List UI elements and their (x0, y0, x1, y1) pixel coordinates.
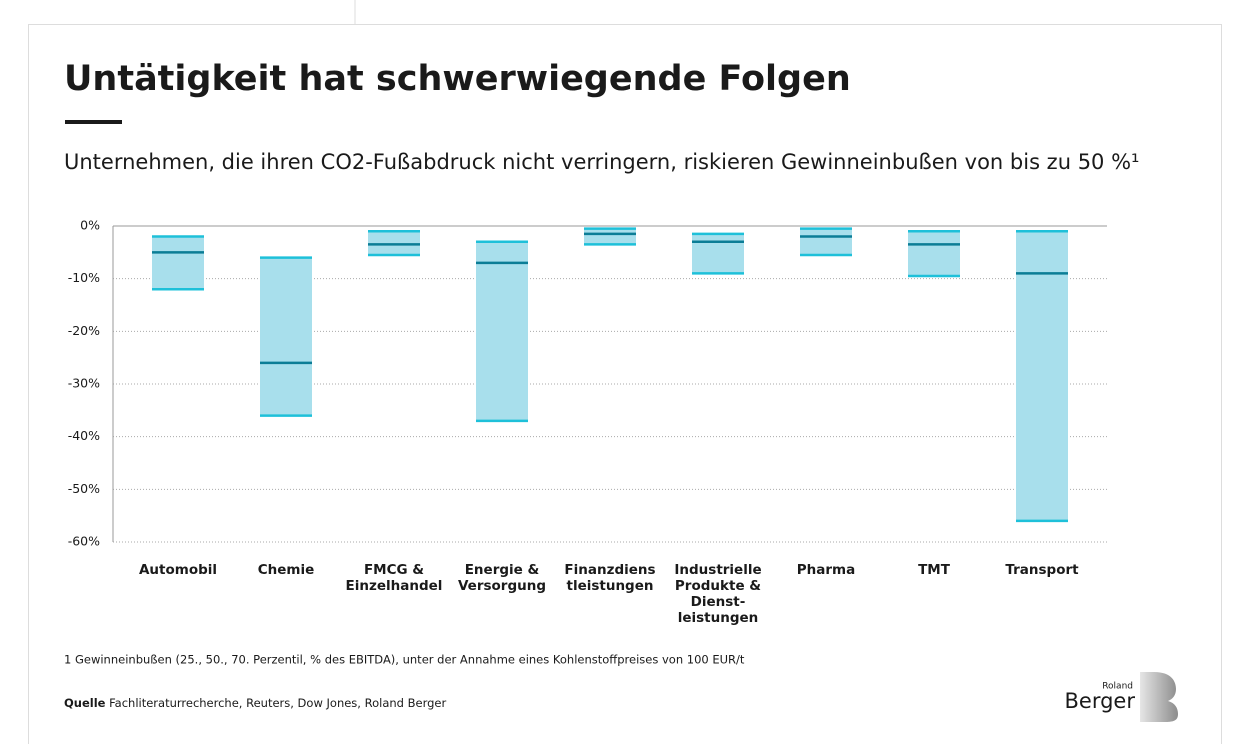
source: Quelle Fachliteraturrecherche, Reuters, … (64, 696, 446, 710)
x-tick-line: Einzelhandel (346, 578, 443, 594)
y-tick-label: -50% (68, 481, 100, 496)
x-tick-line: Finanzdiens (564, 562, 655, 578)
y-tick-label: -10% (68, 270, 100, 285)
x-tick-label: Industrielle Produkte & Dienst-leistungen (674, 562, 761, 626)
x-tick-line: TMT (918, 562, 951, 578)
range-box (476, 241, 528, 421)
range-box (260, 257, 312, 416)
range-box (152, 236, 204, 290)
y-tick-label: -20% (68, 323, 100, 338)
x-tick-line: Chemie (258, 562, 315, 578)
footnote: 1 Gewinneinbußen (25., 50., 70. Perzenti… (64, 653, 745, 667)
x-tick-label: Transport (1005, 562, 1079, 578)
x-tick-line: Automobil (139, 562, 217, 578)
range-box (584, 228, 636, 245)
x-tick-line: FMCG & (364, 562, 424, 578)
y-tick-label: -60% (68, 534, 100, 549)
x-tick-label: Automobil (139, 562, 217, 578)
x-tick-line: Energie & (465, 562, 540, 578)
x-tick-label: Pharma (797, 562, 855, 578)
source-text: Fachliteraturrecherche, Reuters, Dow Jon… (109, 696, 446, 710)
x-tick-line: Pharma (797, 562, 855, 578)
x-tick-label: Energie & Versorgung (458, 562, 546, 594)
chart-subtitle: Unternehmen, die ihren CO2-Fußabdruck ni… (64, 150, 1139, 174)
logo-mark (1140, 672, 1178, 722)
y-tick-label: 0% (80, 218, 100, 233)
logo-text: Berger (1065, 689, 1136, 713)
x-tick-label: TMT (918, 562, 951, 578)
x-tick-label: Finanzdiens tleistungen (564, 562, 655, 594)
title-rule (65, 120, 122, 124)
x-tick-line: Dienst- (691, 594, 746, 610)
chart-title: Untätigkeit hat schwerwiegende Folgen (64, 59, 851, 99)
x-tick-line: Transport (1005, 562, 1079, 578)
logo-small: Roland (1102, 682, 1133, 692)
range-box (692, 233, 744, 274)
x-tick-line: tleistungen (566, 578, 653, 594)
x-tick-label: FMCG & Einzelhandel (346, 562, 443, 594)
x-tick-line: Produkte & (675, 578, 761, 594)
y-tick-label: -30% (68, 376, 100, 391)
range-box (800, 228, 852, 255)
source-label: Quelle (64, 696, 106, 710)
x-tick-line: Industrielle (674, 562, 761, 578)
x-tick-line: leistungen (678, 610, 759, 626)
x-tick-label: Chemie (258, 562, 315, 578)
range-box (1016, 231, 1068, 521)
range-box (908, 231, 960, 277)
range-box (368, 231, 420, 255)
x-tick-line: Versorgung (458, 578, 546, 594)
y-tick-label: -40% (68, 428, 100, 443)
